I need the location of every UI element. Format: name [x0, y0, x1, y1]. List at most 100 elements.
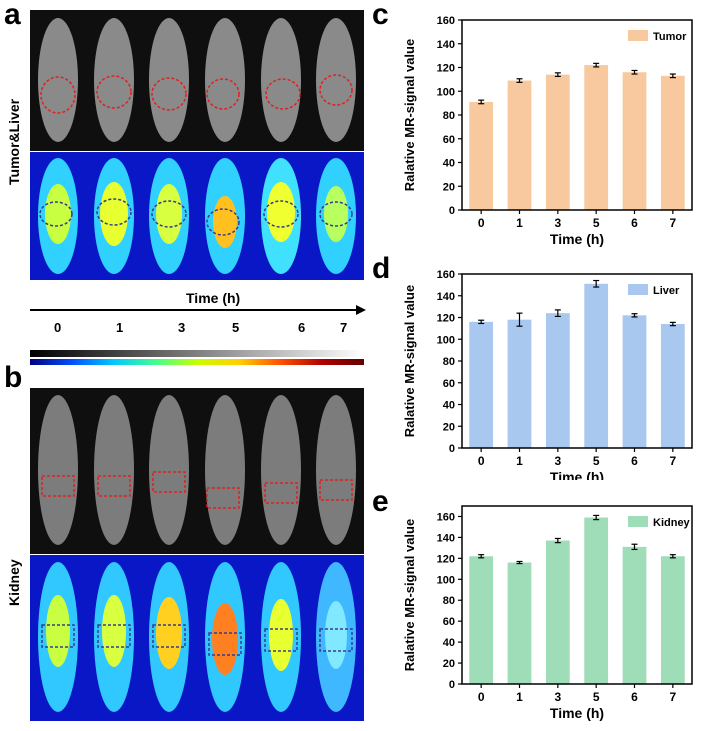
mri-heat-b-3	[197, 555, 253, 721]
mri-gray-b-3	[197, 388, 253, 554]
mri-gray-b-5	[308, 388, 364, 554]
timeline-arrow	[30, 305, 366, 315]
x-axis-label: Time (h)	[550, 705, 604, 721]
x-tick-label: 0	[478, 690, 485, 704]
bar-1	[507, 562, 532, 684]
bar-3	[545, 540, 570, 684]
mri-gray-a-4	[252, 10, 309, 151]
bar-0	[469, 321, 494, 448]
x-tick-label: 0	[478, 454, 485, 468]
x-tick-label: 1	[516, 216, 523, 230]
bar-7	[660, 556, 685, 684]
legend-swatch	[628, 30, 648, 41]
mri-heat-a-0	[30, 152, 86, 280]
x-tick-label: 3	[554, 454, 561, 468]
legend-label: Liver	[653, 285, 680, 297]
panel-letter-b: b	[4, 361, 23, 394]
panel-letter-c: c	[372, 0, 389, 31]
bar-0	[469, 556, 494, 684]
y-tick-label: 80	[443, 110, 455, 122]
mri-heat-a-3	[197, 152, 253, 280]
bar-7	[660, 75, 685, 210]
timeline-tick-0: 0	[54, 320, 62, 335]
legend-label: Kidney	[653, 517, 691, 529]
mri-heat-b-0	[30, 555, 86, 721]
y-tick-label: 20	[443, 421, 455, 433]
y-tick-label: 140	[437, 291, 455, 303]
panel-letter-a: a	[4, 0, 21, 31]
plot-frame	[461, 273, 693, 449]
y-tick-label: 160	[437, 15, 455, 27]
legend-label: Tumor	[653, 31, 687, 43]
y-tick-label: 100	[437, 574, 455, 586]
y-tick-label: 40	[443, 400, 455, 412]
x-tick-label: 6	[631, 690, 638, 704]
chart-kidney: 0 1 3 5 6 7 0 20 40 60 80 100 120 140 160 Time (h) Ralat…	[402, 505, 693, 721]
y-axis-label: Ralative MR-signal value	[402, 39, 417, 191]
y-tick-label: 60	[443, 616, 455, 628]
x-tick-label: 3	[554, 216, 561, 230]
mri-grayscale-strip-a	[30, 10, 364, 151]
y-tick-label: 120	[437, 313, 455, 325]
timeline-title: Time (h)	[186, 290, 241, 306]
x-tick-label: 7	[669, 216, 676, 230]
bar-6	[622, 72, 647, 210]
row-label-tumor-liver: Tumor&Liver	[6, 98, 22, 185]
bar-1	[507, 80, 532, 210]
timeline-tick-7: 7	[340, 320, 348, 335]
x-tick-label: 7	[669, 454, 676, 468]
mri-heat-a-2	[141, 152, 198, 280]
y-axis-label: Ralative MR-signal value	[402, 519, 417, 671]
mri-gray-a-5	[308, 10, 364, 151]
legend-swatch	[628, 284, 648, 295]
x-axis-label: Time (h)	[550, 231, 604, 247]
y-tick-label: 140	[437, 532, 455, 544]
bar-6	[622, 315, 647, 448]
x-tick-label: 7	[669, 690, 676, 704]
panel-letter-e: e	[372, 485, 389, 518]
heat-colorbar	[30, 359, 364, 365]
mri-heatmap-strip-b	[30, 555, 364, 721]
plot-frame	[461, 505, 693, 685]
bar-5	[584, 517, 609, 684]
mri-gray-b-4	[252, 388, 309, 554]
grayscale-colorbar	[30, 350, 364, 357]
chart-liver: 0 1 3 5 6 7 0 20 40 60 80 100 120 140 160 Time (h) Ralat…	[402, 269, 693, 480]
bar-5	[584, 65, 609, 210]
mri-gray-a-1	[85, 10, 142, 151]
y-tick-label: 80	[443, 595, 455, 607]
y-tick-label: 40	[443, 158, 455, 170]
mri-heat-a-1	[85, 152, 142, 280]
mri-gray-b-1	[85, 388, 142, 554]
mri-grayscale-strip-b	[30, 388, 364, 554]
x-tick-label: 5	[593, 454, 600, 468]
bar-5	[584, 283, 609, 448]
mri-heat-a-4	[252, 152, 309, 280]
mri-gray-b-0	[30, 388, 86, 554]
mri-heat-b-5	[308, 555, 364, 721]
y-tick-label: 0	[449, 443, 455, 455]
timeline-tick-3: 3	[178, 320, 186, 335]
y-tick-label: 160	[437, 511, 455, 523]
mri-gray-a-2	[141, 10, 198, 151]
bar-1	[507, 319, 532, 448]
y-tick-label: 20	[443, 181, 455, 193]
x-tick-label: 0	[478, 216, 485, 230]
x-tick-label: 5	[593, 690, 600, 704]
x-tick-label: 1	[516, 690, 523, 704]
y-tick-label: 120	[437, 553, 455, 565]
bar-3	[545, 313, 570, 448]
y-tick-label: 0	[449, 679, 455, 691]
y-tick-label: 20	[443, 658, 455, 670]
legend-swatch	[628, 516, 648, 527]
bar-7	[660, 324, 685, 448]
y-tick-label: 100	[437, 334, 455, 346]
y-tick-label: 40	[443, 637, 455, 649]
y-tick-label: 120	[437, 63, 455, 75]
mri-gray-b-2	[141, 388, 198, 554]
bar-6	[622, 546, 647, 684]
y-axis-label: Ralative MR-signal value	[402, 285, 417, 437]
y-tick-label: 0	[449, 205, 455, 217]
mri-heat-a-5	[308, 152, 364, 280]
bar-3	[545, 74, 570, 210]
